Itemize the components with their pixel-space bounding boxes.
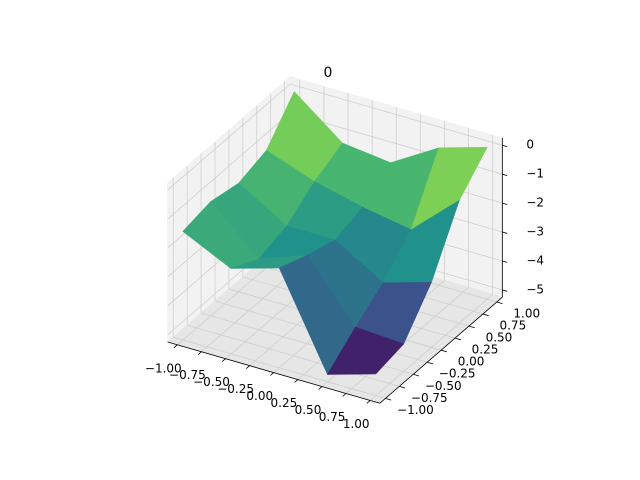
surface [182, 91, 488, 376]
y-tick-label: 0.75 [499, 319, 526, 333]
z-tick-label: −1 [526, 167, 544, 181]
axis-line [167, 341, 380, 404]
tick-mark [270, 372, 275, 376]
tick-mark [502, 144, 508, 148]
y-tick-label: −0.75 [411, 391, 448, 405]
tick-mark [502, 202, 508, 205]
tick-mark [502, 173, 508, 176]
tick-mark [342, 393, 347, 397]
z-tick-label: −4 [526, 253, 544, 267]
tick-mark [482, 313, 489, 317]
x-tick-label: 0.25 [271, 396, 298, 410]
grid-line [290, 83, 503, 146]
grid-line [187, 324, 400, 387]
y-tick-label: 0.50 [486, 331, 513, 345]
tick-mark [440, 349, 447, 353]
x-tick-label: −0.50 [193, 375, 230, 389]
tick-mark [502, 289, 508, 292]
tick-mark [454, 337, 461, 341]
tick-mark [468, 325, 475, 329]
tick-mark [173, 344, 178, 348]
tick-mark [413, 373, 420, 377]
y-tick-label: 1.00 [513, 306, 540, 320]
x-tick-label: −0.75 [169, 368, 206, 382]
z-tick-label: −5 [526, 282, 544, 296]
tick-mark [221, 358, 226, 362]
tick-mark [197, 351, 202, 355]
y-tick-label: −0.50 [425, 379, 462, 393]
surface-patch [326, 326, 405, 375]
x-tick-label: −1.00 [145, 361, 182, 375]
y-tick-label: 0.00 [458, 355, 485, 369]
z-tick-label: 0 [526, 138, 534, 152]
x-tick-label: 0.75 [319, 410, 346, 424]
tick-mark [502, 231, 508, 234]
tick-mark [366, 400, 371, 404]
tick-mark [318, 386, 323, 390]
tick-mark [427, 361, 434, 365]
tick-mark [385, 398, 392, 401]
labels: −1.00−0.75−0.50−0.250.000.250.500.751.00… [145, 138, 544, 431]
x-tick-label: 0.50 [295, 403, 322, 417]
z-tick-label: −3 [526, 225, 544, 239]
z-tick-label: −2 [526, 196, 544, 210]
tick-mark [496, 301, 503, 305]
grid-line [167, 83, 291, 191]
x-tick-label: 0.00 [246, 389, 273, 403]
chart-title: 0 [324, 65, 333, 81]
grid-line [167, 112, 291, 220]
y-tick-label: −0.25 [439, 367, 476, 381]
tick-mark [294, 379, 299, 383]
y-tick-label: 0.25 [472, 343, 499, 357]
tick-mark [502, 260, 508, 263]
tick-mark [246, 365, 250, 369]
y-tick-label: −1.00 [397, 403, 434, 417]
axis-line [379, 296, 503, 404]
x-tick-label: −0.25 [217, 382, 254, 396]
grid-line [173, 336, 386, 399]
tick-mark [399, 385, 406, 389]
x-tick-label: 1.00 [343, 417, 370, 431]
